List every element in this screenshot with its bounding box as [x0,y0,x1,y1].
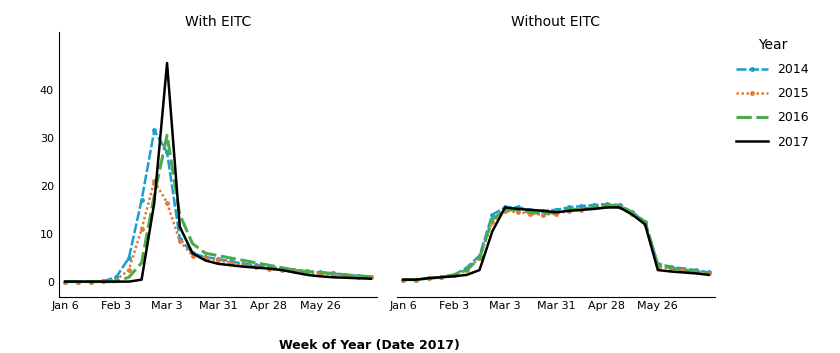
Text: Week of Year (Date 2017): Week of Year (Date 2017) [279,340,460,352]
Title: With EITC: With EITC [185,15,251,29]
Legend: 2014, 2015, 2016, 2017: 2014, 2015, 2016, 2017 [732,33,814,154]
Title: Without EITC: Without EITC [512,15,601,29]
